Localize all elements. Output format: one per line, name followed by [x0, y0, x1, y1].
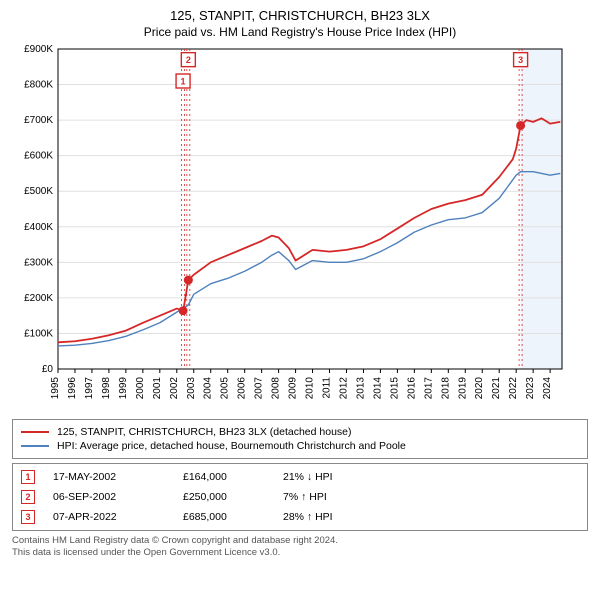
svg-text:2023: 2023 [525, 377, 536, 400]
svg-text:1995: 1995 [50, 377, 61, 400]
svg-text:2010: 2010 [305, 377, 316, 400]
svg-text:1998: 1998 [101, 377, 112, 400]
chart-svg: £0 £100K £200K £300K £400K £500K £600K £700K £80… [12, 45, 588, 415]
svg-text:2022: 2022 [508, 377, 519, 400]
svg-text:£500K: £500K [24, 186, 53, 197]
legend-label: HPI: Average price, detached house, Bour… [57, 440, 406, 452]
svg-text:£0: £0 [42, 364, 54, 375]
transaction-row: 3 07-APR-2022 £685,000 28% ↑ HPI [21, 510, 579, 524]
svg-text:2001: 2001 [152, 377, 163, 400]
svg-text:1999: 1999 [118, 377, 129, 400]
svg-text:£100K: £100K [24, 328, 53, 339]
svg-text:2011: 2011 [322, 377, 333, 399]
svg-text:2: 2 [186, 55, 191, 65]
transactions-table: 1 17-MAY-2002 £164,000 21% ↓ HPI 2 06-SE… [12, 463, 588, 531]
svg-text:1997: 1997 [84, 377, 95, 400]
transaction-date: 06-SEP-2002 [53, 491, 183, 503]
legend-swatch [21, 445, 49, 447]
svg-text:2018: 2018 [440, 377, 451, 400]
svg-text:2017: 2017 [423, 377, 434, 400]
transaction-row: 1 17-MAY-2002 £164,000 21% ↓ HPI [21, 470, 579, 484]
transaction-delta: 7% ↑ HPI [283, 491, 393, 503]
svg-text:2008: 2008 [271, 377, 282, 400]
svg-text:2014: 2014 [372, 377, 383, 400]
svg-text:2019: 2019 [457, 377, 468, 400]
svg-text:£200K: £200K [24, 293, 53, 304]
svg-text:2005: 2005 [220, 377, 231, 400]
svg-text:2000: 2000 [135, 377, 146, 400]
legend-swatch [21, 431, 49, 433]
chart-subtitle: Price paid vs. HM Land Registry's House … [12, 25, 588, 39]
footer-line: This data is licensed under the Open Gov… [12, 547, 588, 559]
svg-text:£800K: £800K [24, 80, 53, 91]
chart-container: 125, STANPIT, CHRISTCHURCH, BH23 3LX Pri… [0, 0, 600, 590]
svg-text:£900K: £900K [24, 45, 53, 55]
transaction-date: 17-MAY-2002 [53, 471, 183, 483]
transaction-price: £164,000 [183, 471, 283, 483]
transaction-price: £685,000 [183, 511, 283, 523]
legend-item-hpi: HPI: Average price, detached house, Bour… [21, 440, 579, 452]
svg-text:2016: 2016 [406, 377, 417, 400]
transaction-marker: 2 [21, 490, 35, 504]
svg-text:£700K: £700K [24, 115, 53, 126]
transaction-marker: 1 [21, 470, 35, 484]
svg-text:£600K: £600K [24, 151, 53, 162]
chart-title: 125, STANPIT, CHRISTCHURCH, BH23 3LX [12, 8, 588, 23]
svg-text:2006: 2006 [237, 377, 248, 400]
svg-text:2021: 2021 [491, 377, 502, 400]
legend-item-property: 125, STANPIT, CHRISTCHURCH, BH23 3LX (de… [21, 426, 579, 438]
line-chart: £0 £100K £200K £300K £400K £500K £600K £700K £80… [12, 45, 588, 415]
transaction-marker: 3 [21, 510, 35, 524]
transaction-row: 2 06-SEP-2002 £250,000 7% ↑ HPI [21, 490, 579, 504]
svg-text:2024: 2024 [542, 377, 553, 400]
svg-text:2020: 2020 [474, 377, 485, 400]
transaction-delta: 21% ↓ HPI [283, 471, 393, 483]
svg-text:2015: 2015 [389, 377, 400, 400]
svg-text:2012: 2012 [338, 377, 349, 400]
svg-text:2007: 2007 [254, 377, 265, 400]
svg-text:2002: 2002 [169, 377, 180, 400]
svg-text:1: 1 [181, 77, 186, 87]
svg-text:2009: 2009 [288, 377, 299, 400]
transaction-delta: 28% ↑ HPI [283, 511, 393, 523]
svg-text:1996: 1996 [67, 377, 78, 400]
footer: Contains HM Land Registry data © Crown c… [12, 535, 588, 560]
svg-text:£300K: £300K [24, 257, 53, 268]
transaction-date: 07-APR-2022 [53, 511, 183, 523]
legend: 125, STANPIT, CHRISTCHURCH, BH23 3LX (de… [12, 419, 588, 459]
svg-text:2013: 2013 [355, 377, 366, 400]
legend-label: 125, STANPIT, CHRISTCHURCH, BH23 3LX (de… [57, 426, 352, 438]
svg-text:2003: 2003 [186, 377, 197, 400]
svg-text:3: 3 [518, 55, 523, 65]
transaction-price: £250,000 [183, 491, 283, 503]
svg-text:2004: 2004 [203, 377, 214, 400]
svg-text:£400K: £400K [24, 222, 53, 233]
footer-line: Contains HM Land Registry data © Crown c… [12, 535, 588, 547]
